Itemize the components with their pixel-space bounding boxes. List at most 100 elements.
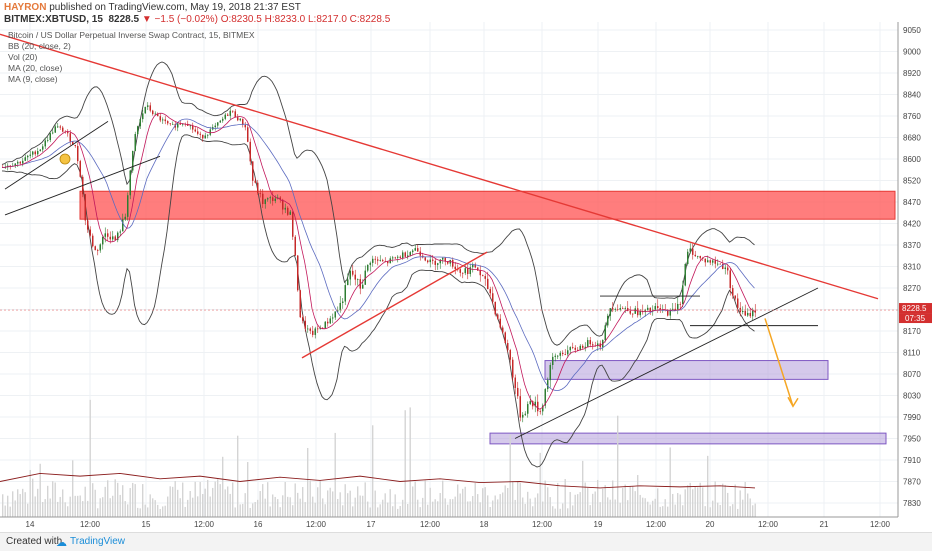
volume-bar [317,487,319,517]
volume-bar [184,506,186,517]
volume-bar [84,486,86,517]
volume-bar [27,503,29,517]
candle-body [722,263,724,270]
volume-bar [454,496,456,517]
x-tick-label: 14 [26,520,35,529]
volume-bar [242,503,244,517]
candle-body [362,284,364,289]
volume-bar [254,502,256,517]
candle-body [752,310,754,317]
x-tick-label: 12:00 [80,520,101,529]
volume-bar [102,497,104,517]
x-tick-label: 12:00 [194,520,215,529]
candle-body [229,110,231,116]
volume-bar [62,489,64,517]
candle-body [94,246,96,251]
y-tick-label: 8070 [903,370,921,379]
candle-body [392,257,394,259]
volume-bar [487,495,489,517]
volume-bar [627,500,629,517]
candle-body [492,293,494,302]
volume-bar [272,494,274,517]
indicator-vol[interactable]: Vol (20) [8,52,38,62]
candle-body [749,312,751,317]
x-tick-label: 18 [480,520,489,529]
volume-bar [432,501,434,517]
indicator-main[interactable]: Bitcoin / US Dollar Perpetual Inverse Sw… [8,30,255,40]
y-tick-label: 8270 [903,284,921,293]
zones [79,190,896,445]
candle-body [689,248,691,252]
volume-bar [459,493,461,517]
volume-bar [722,483,724,517]
x-tick-label: 12:00 [870,520,891,529]
volume-bar [384,493,386,517]
candle-body [452,259,454,267]
candle-body [247,127,249,142]
candle-body [342,301,344,303]
candle-body [249,141,251,162]
candle-body [364,270,366,285]
volume-bar [704,506,706,517]
candle-body [287,207,289,215]
candle-body [97,250,99,251]
candle-body [112,236,114,240]
candle-body [327,321,329,324]
volume-bar [539,452,541,517]
volume-bar [72,460,74,517]
candle-body [52,132,54,134]
volume-bar [357,486,359,517]
tradingview-brand[interactable]: TradingView [70,536,126,547]
candle-body [402,252,404,258]
candle-body [619,308,621,310]
symbol-name[interactable]: BITMEX:XBTUSD, 15 [4,14,103,25]
volume-bar [287,496,289,517]
volume-bar [622,487,624,517]
x-tick-label: 16 [254,520,263,529]
volume-bar [542,501,544,517]
candle-body [532,401,534,407]
candle-body [257,182,259,194]
volume-bar [337,498,339,517]
candle-body [32,151,34,155]
indicator-ma9[interactable]: MA (9, close) [8,74,58,84]
volume-bar [494,495,496,517]
volume-bar [294,483,296,517]
volume-bar [587,487,589,517]
candle-body [202,134,204,139]
volume-bar [82,501,84,517]
volume-bar [24,492,26,517]
volume-bar [142,484,144,517]
volume-bar [552,506,554,517]
candle-body [459,269,461,273]
volume-bar [697,487,699,517]
candle-body [102,236,104,245]
candle-body [667,310,669,316]
candle-body [194,129,196,132]
volume-bar [689,482,691,517]
author-name[interactable]: HAYRON [4,2,47,13]
indicator-ma20[interactable]: MA (20, close) [8,63,63,73]
candle-body [604,325,606,340]
candle-body [42,146,44,150]
volume-bar [727,492,729,517]
volume-bar [372,425,374,517]
indicator-bb[interactable]: BB (20, close, 2) [8,41,71,51]
candle-body [152,110,154,115]
candle-body [437,263,439,265]
volume-bar [187,499,189,517]
candle-body [369,262,371,265]
volume-bar [437,501,439,517]
candle-body [504,332,506,344]
candle-body [462,272,464,274]
candle-body [157,113,159,117]
candle-body [512,359,514,378]
candle-body [27,155,29,158]
candle-body [99,244,101,251]
candle-body [59,126,61,128]
volume-bar [422,497,424,517]
volume-bar [29,469,31,517]
volume-bar [547,487,549,517]
volume-bar [592,493,594,517]
